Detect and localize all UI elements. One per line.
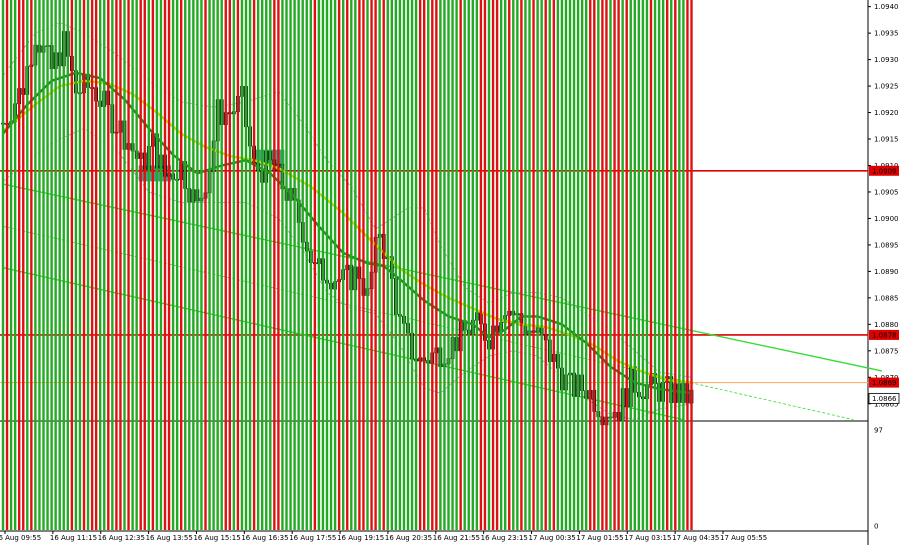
volume-tick-label: 0 bbox=[874, 523, 878, 531]
level-label-box bbox=[868, 393, 900, 404]
time-tick-label: 16 Aug 13:55 bbox=[146, 534, 193, 542]
level-label-box bbox=[869, 329, 899, 340]
time-tick-label: 17 Aug 00:35 bbox=[529, 534, 576, 542]
time-tick-label: 16 Aug 16:35 bbox=[241, 534, 288, 542]
level-label-box bbox=[869, 165, 899, 176]
price-tick-label: 1.0895 bbox=[874, 241, 899, 249]
price-tick-label: 1.0930 bbox=[874, 56, 899, 64]
highlight-box-0 bbox=[138, 165, 172, 182]
time-tick-label: 17 Aug 05:55 bbox=[720, 534, 767, 542]
volume-tick-label: 97 bbox=[874, 427, 883, 435]
time-tick-label: 16 Aug 17:55 bbox=[289, 534, 336, 542]
volume-bars bbox=[1, 0, 693, 530]
time-tick-label: 16 Aug 15:15 bbox=[193, 534, 240, 542]
time-tick-label: 16 Aug 19:15 bbox=[337, 534, 384, 542]
price-tick-label: 1.0920 bbox=[874, 109, 899, 117]
price-tick-label: 1.0940 bbox=[874, 3, 899, 11]
level-label: 1.0878 bbox=[872, 331, 897, 339]
axes: 1.0940 1.0935 1.0930 1.0925 1.0920 1.0915 1.09… bbox=[0, 3, 900, 542]
time-tick-label: 16 Aug 20:35 bbox=[385, 534, 432, 542]
time-tick-label: 16 Aug 09:55 bbox=[0, 534, 41, 542]
time-tick-label: 17 Aug 03:15 bbox=[624, 534, 671, 542]
price-tick-label: 1.0885 bbox=[874, 294, 899, 302]
time-tick-label: 16 Aug 23:15 bbox=[481, 534, 528, 542]
time-tick-label: 16 Aug 21:55 bbox=[433, 534, 480, 542]
level-label-box bbox=[869, 377, 899, 388]
time-tick-label: 17 Aug 01:55 bbox=[576, 534, 623, 542]
time-tick-label: 16 Aug 12:35 bbox=[98, 534, 145, 542]
price-tick-label: 1.0890 bbox=[874, 268, 899, 276]
price-tick-label: 1.0915 bbox=[874, 136, 899, 144]
price-tick-label: 1.0900 bbox=[874, 215, 899, 223]
price-tick-label: 1.0925 bbox=[874, 83, 899, 91]
time-tick-label: 17 Aug 04:35 bbox=[672, 534, 719, 542]
level-label: 1.0909 bbox=[872, 167, 897, 175]
level-label: 1.0866 bbox=[872, 395, 897, 403]
price-tick-label: 1.0880 bbox=[874, 321, 899, 329]
price-tick-label: 1.0935 bbox=[874, 30, 899, 38]
level-label: 1.0869 bbox=[872, 379, 897, 387]
price-tick-label: 1.0905 bbox=[874, 188, 899, 196]
time-tick-label: 16 Aug 11:15 bbox=[50, 534, 97, 542]
price-tick-label: 1.0875 bbox=[874, 347, 899, 355]
price-tick-label: 1.0865 bbox=[874, 400, 899, 408]
